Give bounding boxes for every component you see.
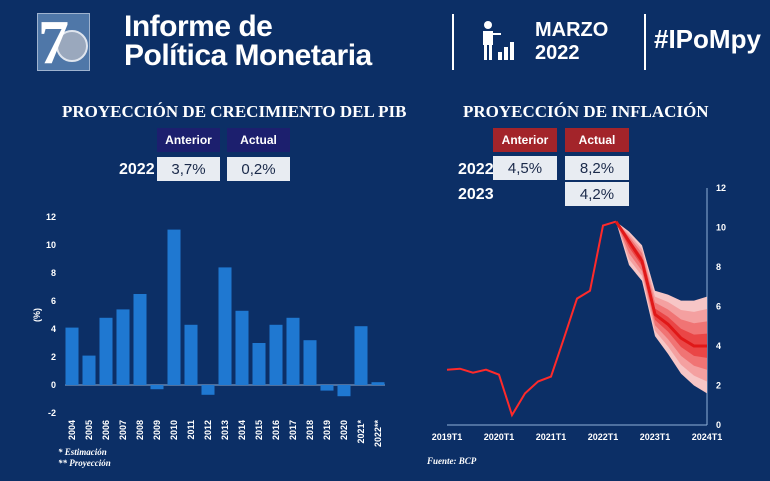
y-tick-label: 8 bbox=[51, 268, 56, 278]
bar-2006 bbox=[99, 317, 113, 385]
bar-2004 bbox=[65, 327, 79, 385]
inflation-col-curr: Actual bbox=[565, 128, 629, 152]
bar-2011 bbox=[184, 324, 198, 385]
note-estimate: * Estimación bbox=[58, 447, 107, 457]
x-tick-label: 2019T1 bbox=[432, 432, 463, 442]
bar-2016 bbox=[269, 324, 283, 385]
y-tick-label: 2 bbox=[51, 352, 56, 362]
y-tick-label: 10 bbox=[716, 223, 726, 233]
y-tick-label: 2 bbox=[716, 381, 721, 391]
hashtag: #IPoMpy bbox=[654, 24, 761, 54]
x-tick-label: 2006 bbox=[101, 420, 111, 440]
inflation-title: PROYECCIÓN DE INFLACIÓN bbox=[463, 102, 709, 121]
inflation-row-year: 2022 bbox=[458, 161, 494, 178]
inflation-curr-2022: 8,2% bbox=[565, 156, 629, 180]
inflation-curr-2023: 4,2% bbox=[565, 182, 629, 206]
gdp-title: PROYECCIÓN DE CRECIMIENTO DEL PIB bbox=[62, 102, 407, 121]
bcp-70-logo: 7 bbox=[37, 9, 90, 77]
bar-2005 bbox=[82, 355, 96, 385]
y-axis-label: (%) bbox=[32, 308, 42, 322]
bar-2017 bbox=[286, 317, 300, 385]
x-tick-label: 2013 bbox=[220, 420, 230, 440]
x-tick-label: 2005 bbox=[84, 420, 94, 440]
bar-2013 bbox=[218, 267, 232, 385]
y-tick-label: 12 bbox=[716, 183, 726, 193]
inflation-fan-chart: 0 2 4 6 8 10 12 2019T1 2020T1 2021T1 2022T1 2023T1 2… bbox=[432, 183, 726, 442]
x-tick-label: 2020T1 bbox=[484, 432, 515, 442]
inflation-row-year: 2023 bbox=[458, 186, 494, 203]
x-tick-label: 2008 bbox=[135, 420, 145, 440]
report-title: Informe de Política Monetaria bbox=[124, 10, 372, 72]
x-tick-label: 2017 bbox=[288, 420, 298, 440]
x-tick-label: 2021* bbox=[356, 420, 366, 444]
x-tick-label: 2022** bbox=[373, 420, 383, 448]
inflation-col-prev: Anterior bbox=[493, 128, 557, 152]
bar-2022** bbox=[371, 382, 385, 385]
bar-2014 bbox=[235, 310, 249, 385]
x-tick-label: 2021T1 bbox=[536, 432, 567, 442]
x-tick-label: 2016 bbox=[271, 420, 281, 440]
divider bbox=[452, 14, 454, 70]
gdp-col-prev: Anterior bbox=[157, 128, 220, 152]
inflation-prev-2022: 4,5% bbox=[493, 156, 557, 180]
y-tick-label: -2 bbox=[48, 408, 56, 418]
y-tick-label: 4 bbox=[51, 324, 56, 334]
bar-2009 bbox=[150, 385, 164, 390]
x-tick-label: 2014 bbox=[237, 420, 247, 440]
bar-2015 bbox=[252, 343, 266, 385]
x-tick-label: 2010 bbox=[169, 420, 179, 440]
bar-2010 bbox=[167, 229, 181, 385]
divider bbox=[644, 14, 646, 70]
bar-2021* bbox=[354, 326, 368, 385]
bar-2018 bbox=[303, 340, 317, 385]
bar-2008 bbox=[133, 294, 147, 385]
gdp-curr-value: 0,2% bbox=[227, 157, 290, 181]
y-tick-label: 10 bbox=[46, 240, 56, 250]
x-tick-label: 2009 bbox=[152, 420, 162, 440]
y-tick-label: 0 bbox=[716, 420, 721, 430]
inflation-line bbox=[446, 220, 617, 418]
x-tick-label: 2007 bbox=[118, 420, 128, 440]
source-note: Fuente: BCP bbox=[427, 456, 477, 466]
x-tick-label: 2019 bbox=[322, 420, 332, 440]
x-tick-label: 2023T1 bbox=[640, 432, 671, 442]
bar-2007 bbox=[116, 309, 130, 385]
x-tick-label: 2012 bbox=[203, 420, 213, 440]
gdp-row-year: 2022 bbox=[119, 161, 155, 178]
x-tick-label: 2015 bbox=[254, 420, 264, 440]
person-chart-icon bbox=[483, 21, 514, 60]
report-date: MARZO 2022 bbox=[535, 19, 609, 64]
x-tick-label: 2020 bbox=[339, 420, 349, 440]
y-tick-label: 12 bbox=[46, 212, 56, 222]
note-projection: ** Proyección bbox=[58, 458, 111, 468]
y-tick-label: 8 bbox=[716, 262, 721, 272]
projection-line bbox=[614, 220, 707, 348]
y-tick-label: 4 bbox=[716, 341, 721, 351]
gdp-col-curr: Actual bbox=[227, 128, 290, 152]
x-tick-label: 2022T1 bbox=[588, 432, 619, 442]
gdp-prev-value: 3,7% bbox=[157, 157, 220, 181]
y-tick-label: 6 bbox=[716, 302, 721, 312]
bar-2020 bbox=[337, 385, 351, 397]
x-tick-label: 2024T1 bbox=[692, 432, 723, 442]
x-tick-label: 2011 bbox=[186, 420, 196, 440]
y-tick-label: 6 bbox=[51, 296, 56, 306]
y-tick-label: 0 bbox=[51, 380, 56, 390]
gdp-bar-chart: -2 0 2 4 6 8 10 12 (%) 2004 2005 2006 2007 2008 2009 20… bbox=[32, 212, 385, 448]
x-tick-label: 2018 bbox=[305, 420, 315, 440]
bar-2019 bbox=[320, 385, 334, 391]
bar-2012 bbox=[201, 385, 215, 395]
x-tick-label: 2004 bbox=[67, 420, 77, 440]
